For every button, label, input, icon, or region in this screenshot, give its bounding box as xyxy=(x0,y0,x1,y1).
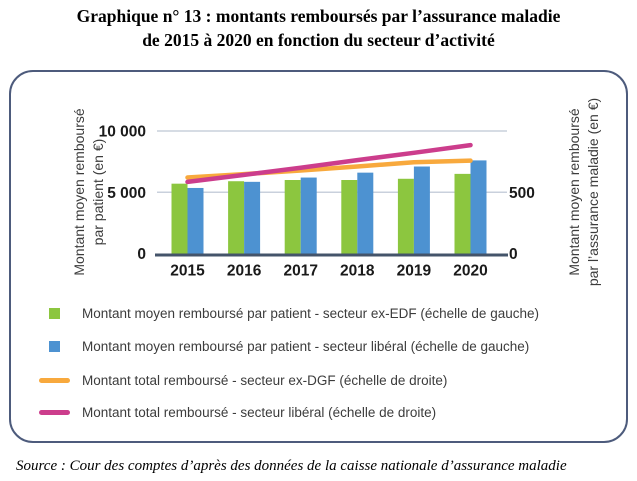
right-axis-tick-label: 0 xyxy=(509,246,518,263)
legend-item: Montant total remboursé - secteur libéra… xyxy=(39,403,436,421)
right-axis-title-line1: Montant moyen remboursé xyxy=(566,108,582,276)
bar-2019-s1 xyxy=(413,166,430,254)
green-square-swatch-icon xyxy=(49,307,60,319)
legend-label: Montant moyen remboursé par patient - se… xyxy=(82,338,530,354)
legend-swatch-cell xyxy=(39,409,70,415)
bar-2018-s0 xyxy=(341,180,358,254)
trend-line-s1 xyxy=(185,142,473,185)
right-axis-tick-label: 500 xyxy=(509,185,535,202)
legend-swatch-cell xyxy=(39,307,70,319)
legend-swatch-cell xyxy=(39,377,70,383)
category-label: 2019 xyxy=(397,263,432,280)
right-axis-title-line2: par l’assurance maladie (en €) xyxy=(585,97,601,287)
bar-2020-s1 xyxy=(470,160,487,254)
bar-2019-s0 xyxy=(397,178,414,254)
legend-label: Montant total remboursé - secteur libéra… xyxy=(82,404,437,420)
left-axis-title: Montant moyen remboursé par patient (en … xyxy=(70,72,108,312)
orange-line-swatch-icon xyxy=(39,377,70,383)
bar-2018-s1 xyxy=(357,172,374,254)
legend-item: Montant moyen remboursé par patient - se… xyxy=(39,337,529,355)
left-axis-title-line2: par patient (en €) xyxy=(90,138,106,246)
bar-2017-s1 xyxy=(300,177,317,254)
bar-2015-s1 xyxy=(187,187,204,254)
legend-label: Montant total remboursé - secteur ex-DGF… xyxy=(82,372,448,388)
left-axis-tick-label: 0 xyxy=(137,246,146,263)
left-axis-tick-label: 10 000 xyxy=(99,124,146,141)
legend-item: Montant total remboursé - secteur ex-DGF… xyxy=(39,371,447,389)
bar-2017-s0 xyxy=(284,180,301,254)
bar-2020-s0 xyxy=(454,173,471,254)
bar-2016-s1 xyxy=(244,181,261,254)
right-axis-title: Montant moyen remboursé par l’assurance … xyxy=(565,72,603,312)
figure-title-line1: Graphique n° 13 : montants remboursés pa… xyxy=(76,6,561,26)
legend-swatch-cell xyxy=(39,340,70,352)
legend-label: Montant moyen remboursé par patient - se… xyxy=(82,305,539,321)
category-label: 2017 xyxy=(283,263,317,280)
category-label: 2018 xyxy=(340,263,375,280)
figure-title-line2: de 2015 à 2020 en fonction du secteur d’… xyxy=(142,30,495,50)
bar-2015-s0 xyxy=(171,183,188,254)
category-label: 2015 xyxy=(170,263,205,280)
category-label: 2016 xyxy=(227,263,262,280)
figure-title: Graphique n° 13 : montants remboursés pa… xyxy=(0,4,637,52)
legend-item: Montant moyen remboursé par patient - se… xyxy=(39,304,539,322)
category-label: 2020 xyxy=(453,263,487,280)
left-axis-tick-label: 5 000 xyxy=(107,185,146,202)
source-caption: Source : Cour des comptes d’après des do… xyxy=(16,458,567,474)
magenta-line-swatch-icon xyxy=(39,409,70,415)
blue-square-swatch-icon xyxy=(49,340,60,352)
left-axis-title-line1: Montant moyen remboursé xyxy=(71,108,87,276)
bar-2016-s0 xyxy=(228,181,245,254)
